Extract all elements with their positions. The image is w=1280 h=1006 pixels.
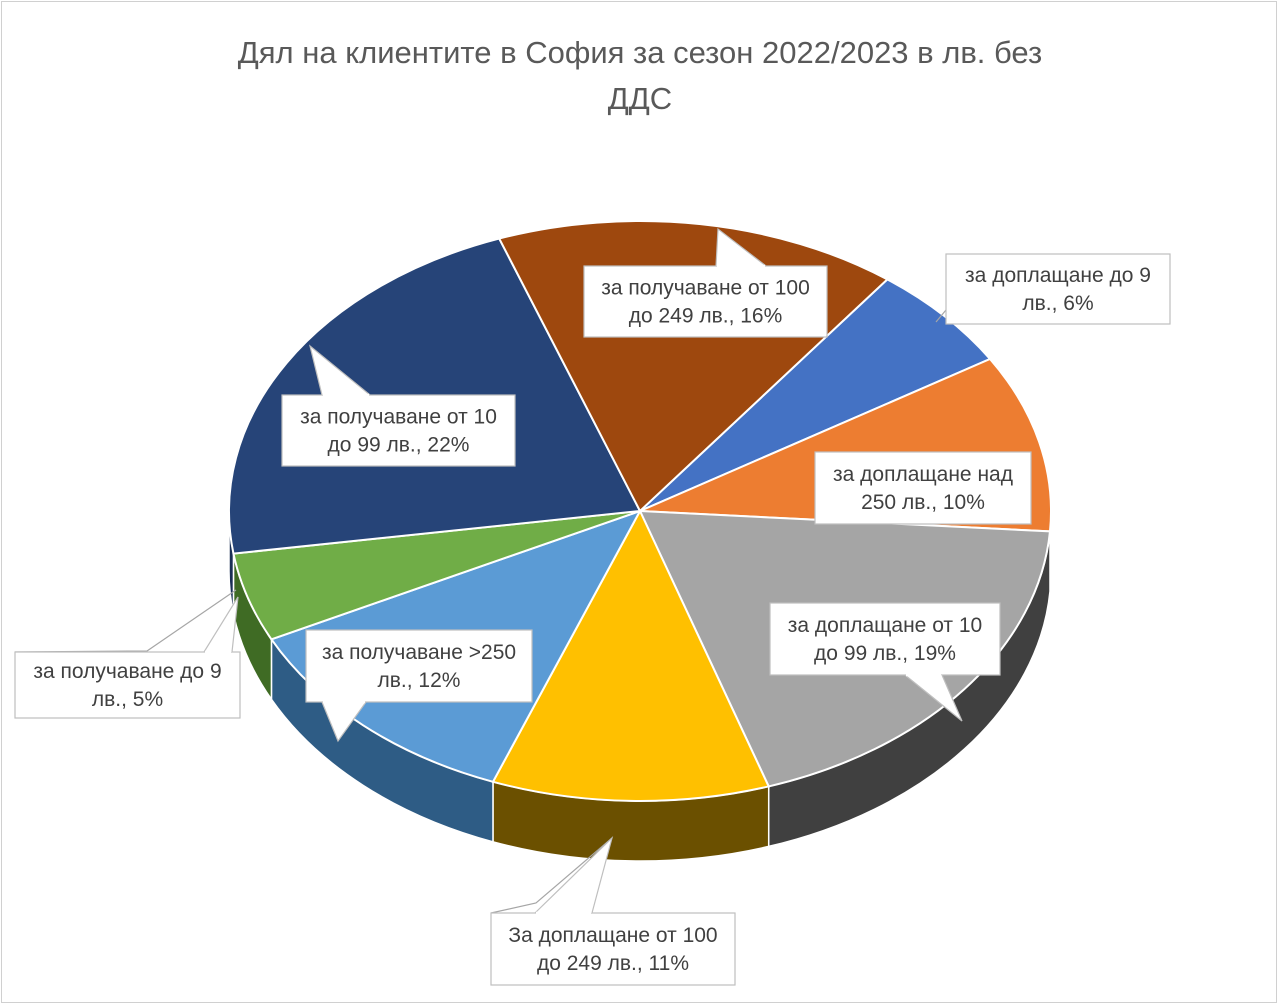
- data-label-3-line-2: до 249 лв., 11%: [537, 952, 689, 975]
- label-box-5: [14, 651, 241, 719]
- leader-line-5: [14, 589, 237, 653]
- data-label-4-line-1: за получаване >250: [322, 641, 516, 664]
- leader-line-3: [490, 837, 613, 914]
- label-box-3: [490, 912, 736, 986]
- data-label-1-line-1: за доплащане над: [833, 463, 1013, 486]
- data-label-7-line-1: за получаване от 100: [601, 277, 810, 300]
- data-label-3: За доплащане от 100 до 249 лв., 11%: [490, 836, 736, 986]
- data-label-2-line-2: до 99 лв., 19%: [814, 642, 956, 665]
- data-label-1: за доплащане над 250 лв., 10%: [814, 451, 1032, 525]
- data-label-0: за доплащане до 9 лв., 6%: [935, 253, 1171, 325]
- data-label-6: за получаване от 10 до 99 лв., 22%: [281, 344, 516, 467]
- data-label-4: за получаване >250 лв., 12%: [305, 629, 533, 743]
- data-labels: за доплащане до 9 лв., 6% за доплащане над…: [14, 227, 1171, 986]
- label-box-1: [814, 451, 1032, 525]
- label-pointer-6: [308, 344, 371, 396]
- data-label-1-line-2: 250 лв., 10%: [861, 491, 985, 514]
- label-box-7: [583, 265, 828, 338]
- data-label-7-line-2: до 249 лв., 16%: [629, 305, 783, 328]
- leader-line-0: [935, 309, 947, 323]
- label-pointer-5: [203, 596, 239, 653]
- pie-slice-3: [491, 508, 771, 802]
- data-label-7: за получаване от 100 до 249 лв., 16%: [583, 227, 828, 338]
- data-label-2-line-1: за доплащане от 10: [788, 614, 982, 637]
- chart-title: Дял на клиентите в София за сезон 2022/2…: [140, 30, 1140, 122]
- label-box-0: [945, 253, 1171, 325]
- data-label-3-line-1: За доплащане от 100: [508, 924, 717, 947]
- data-label-5-line-2: лв., 5%: [92, 688, 163, 711]
- chart-title-line-2: ДДС: [607, 81, 673, 116]
- pie-slice-0: [639, 278, 992, 512]
- label-pointer-4: [321, 701, 367, 743]
- data-label-2: за доплащане от 10 до 99 лв., 19%: [769, 602, 1001, 722]
- data-label-6-line-2: до 99 лв., 22%: [328, 434, 470, 457]
- data-label-5-line-1: за получаване до 9: [33, 660, 221, 683]
- label-pointer-2: [904, 674, 963, 722]
- data-label-4-line-2: лв., 12%: [378, 669, 461, 692]
- label-box-6: [281, 394, 516, 467]
- data-label-0-line-2: лв., 6%: [1022, 292, 1093, 315]
- data-label-5: за получаване до 9 лв., 5%: [14, 589, 241, 719]
- label-pointer-3: [534, 836, 614, 914]
- label-box-4: [305, 629, 533, 703]
- data-label-0-line-1: за доплащане до 9: [965, 264, 1151, 287]
- label-pointer-7: [715, 227, 767, 267]
- data-label-6-line-1: за получаване от 10: [300, 406, 497, 429]
- label-box-2: [769, 602, 1001, 676]
- chart-title-line-1: Дял на клиентите в София за сезон 2022/2…: [237, 35, 1043, 70]
